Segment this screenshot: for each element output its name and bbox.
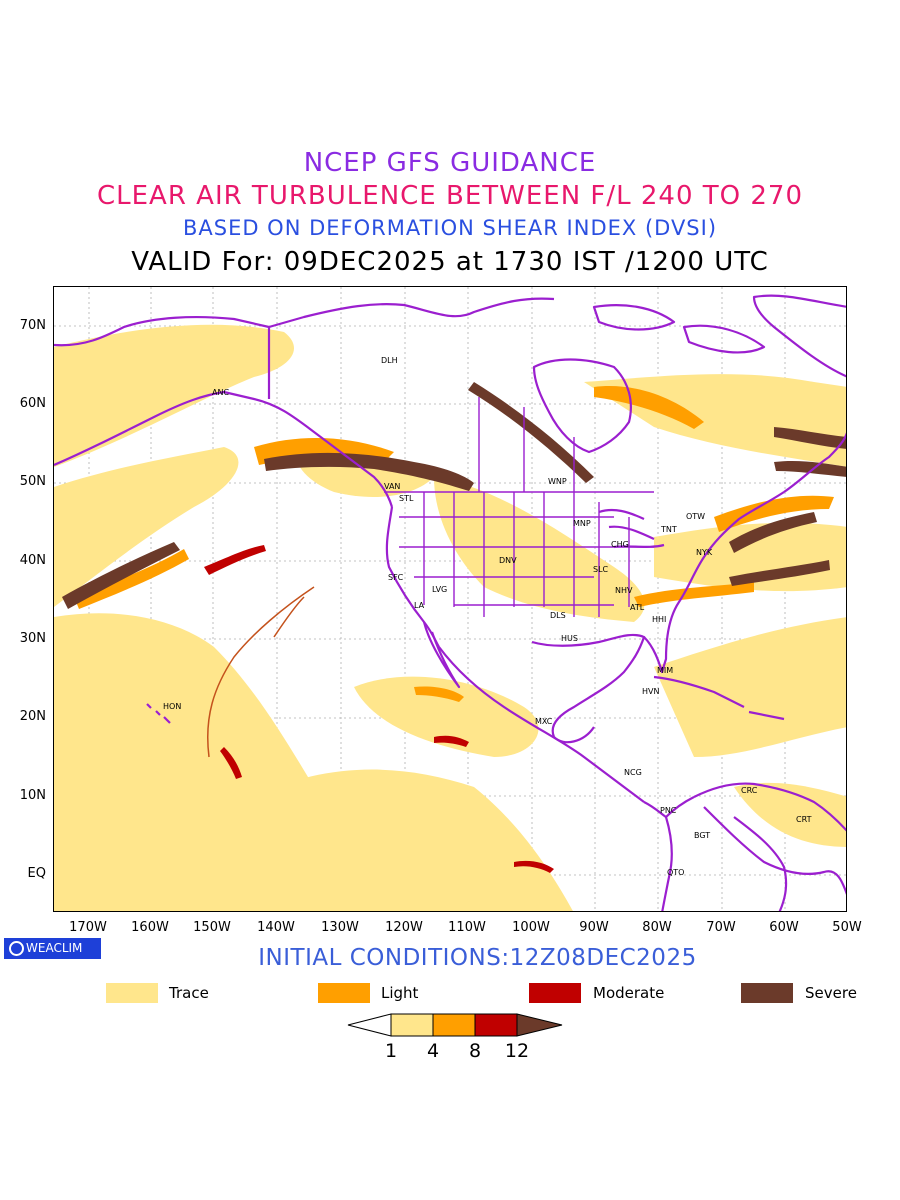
lat-label-30n: 30N	[19, 631, 46, 646]
logo-ring-icon	[9, 941, 24, 956]
station-crt: CRT	[796, 815, 812, 824]
station-dnv: DNV	[499, 556, 517, 565]
lon-label-150w: 150W	[193, 920, 231, 935]
moderate-areas	[204, 545, 554, 873]
station-sfc: SFC	[388, 573, 404, 582]
lat-label-eq: EQ	[27, 866, 46, 881]
light-contours	[206, 586, 315, 758]
station-dls: DLS	[550, 611, 566, 620]
lon-label-70w: 70W	[706, 920, 736, 935]
lon-label-80w: 80W	[642, 920, 672, 935]
legend-swatch-moderate	[529, 983, 581, 1003]
lat-label-50n: 50N	[19, 474, 46, 489]
severe-areas	[62, 382, 846, 609]
station-crc: CRC	[741, 786, 758, 795]
lon-label-50w: 50W	[832, 920, 862, 935]
legend-swatch-trace	[106, 983, 158, 1003]
station-hus: HUS	[561, 634, 578, 643]
lon-label-160w: 160W	[131, 920, 169, 935]
colorbar-trace	[390, 1013, 434, 1037]
title-valid-time: VALID For: 09DEC2025 at 1730 IST /1200 U…	[131, 247, 769, 277]
map-canvas: DLH ANC VAN STL WNP MNP TNT OTW CHG NYK …	[54, 287, 846, 911]
station-anc: ANC	[212, 388, 229, 397]
lat-label-70n: 70N	[19, 318, 46, 333]
station-stl: STL	[399, 494, 414, 503]
state-boundaries	[384, 397, 654, 617]
lon-label-170w: 170W	[69, 920, 107, 935]
lat-label-60n: 60N	[19, 396, 46, 411]
station-tnt: TNT	[660, 525, 677, 534]
station-hhi: HHI	[652, 615, 666, 624]
station-slc: SLC	[593, 565, 609, 574]
colorbar-severe-arrow	[516, 1013, 563, 1037]
station-la: LA	[414, 601, 425, 610]
lat-label-20n: 20N	[19, 709, 46, 724]
station-nhv: NHV	[615, 586, 633, 595]
lon-label-140w: 140W	[257, 920, 295, 935]
station-lvg: LVG	[432, 585, 447, 594]
title-model: NCEP GFS GUIDANCE	[303, 148, 597, 178]
station-dlh: DLH	[381, 356, 398, 365]
light-areas	[74, 386, 834, 702]
colorbar-light	[432, 1013, 476, 1037]
legend-label-trace: Trace	[169, 984, 209, 1002]
station-hvn: HVN	[642, 687, 659, 696]
station-bgt: BGT	[694, 831, 710, 840]
station-labels: DLH ANC VAN STL WNP MNP TNT OTW CHG NYK …	[163, 356, 812, 877]
station-otw: OTW	[686, 512, 705, 521]
station-ncg: NCG	[624, 768, 642, 777]
colorbar-tick-8: 8	[468, 1040, 482, 1062]
station-chg: CHG	[611, 540, 629, 549]
station-atl: ATL	[630, 603, 645, 612]
turbulence-map[interactable]: DLH ANC VAN STL WNP MNP TNT OTW CHG NYK …	[53, 286, 847, 912]
colorbar-tick-12: 12	[504, 1040, 530, 1062]
lon-label-90w: 90W	[579, 920, 609, 935]
title-method: BASED ON DEFORMATION SHEAR INDEX (DVSI)	[182, 216, 718, 240]
station-nyk: NYK	[696, 548, 713, 557]
colorbar-moderate	[474, 1013, 518, 1037]
station-mxc: MXC	[535, 717, 553, 726]
trace-areas	[54, 324, 846, 911]
lon-label-100w: 100W	[512, 920, 550, 935]
lon-label-120w: 120W	[385, 920, 423, 935]
colorbar-tick-1: 1	[384, 1040, 398, 1062]
legend-label-moderate: Moderate	[593, 984, 665, 1002]
station-pnc: PNC	[660, 806, 677, 815]
station-wnp: WNP	[548, 477, 567, 486]
lon-label-130w: 130W	[321, 920, 359, 935]
brand-label: WEACLIM	[26, 941, 83, 955]
legend-label-light: Light	[381, 984, 419, 1002]
station-hon: HON	[163, 702, 181, 711]
station-mim: MIM	[657, 666, 673, 675]
lon-label-60w: 60W	[769, 920, 799, 935]
lat-label-40n: 40N	[19, 553, 46, 568]
initial-conditions: INITIAL CONDITIONS:12Z08DEC2025	[258, 945, 697, 971]
weaclim-logo: WEACLIM	[4, 938, 101, 959]
legend-label-severe: Severe	[805, 984, 857, 1002]
colorbar-tick-4: 4	[426, 1040, 440, 1062]
colorbar	[347, 1013, 563, 1037]
legend-swatch-severe	[741, 983, 793, 1003]
title-product: CLEAR AIR TURBULENCE BETWEEN F/L 240 TO …	[96, 181, 804, 211]
legend-swatch-light	[318, 983, 370, 1003]
station-mnp: MNP	[573, 519, 591, 528]
station-qto: QTO	[667, 868, 684, 877]
station-van: VAN	[384, 482, 400, 491]
lat-label-10n: 10N	[19, 788, 46, 803]
lon-label-110w: 110W	[448, 920, 486, 935]
colorbar-low-arrow	[347, 1013, 392, 1037]
